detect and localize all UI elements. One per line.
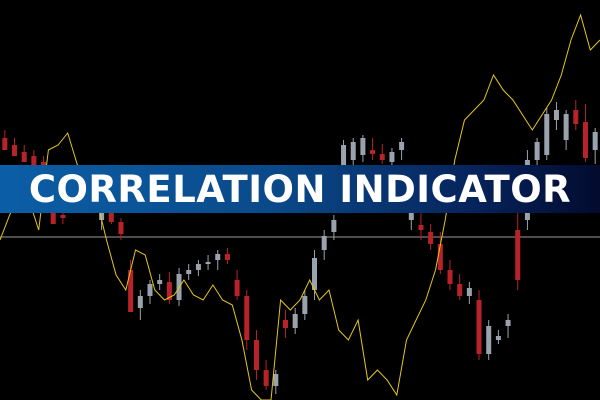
candle-body (379, 154, 385, 160)
candle-body (282, 320, 288, 328)
candle-body (234, 280, 240, 296)
candle-body (157, 280, 163, 284)
candle-body (186, 270, 192, 274)
correlation-line (0, 13, 600, 400)
candle-body (592, 132, 598, 150)
candle-body (147, 284, 153, 296)
candle-body (137, 296, 143, 308)
candle-body (428, 232, 434, 244)
candle-body (273, 374, 279, 386)
candle-body (215, 254, 221, 260)
candle-body (515, 230, 521, 280)
candle-body (573, 110, 579, 124)
candle-body (253, 340, 259, 370)
candle-body (553, 110, 559, 120)
candle-body (534, 142, 540, 160)
candle-body (108, 212, 114, 222)
candle-body (331, 220, 337, 232)
candle-body (195, 264, 201, 270)
candle-body (505, 320, 511, 326)
candle-body (205, 262, 211, 264)
candle-body (437, 244, 443, 270)
candles (2, 100, 598, 394)
candle-body (244, 296, 250, 340)
candle-body (399, 142, 405, 150)
candle-body (263, 370, 269, 386)
candle-body (350, 142, 356, 160)
candle-body (370, 150, 376, 154)
candle-body (31, 156, 37, 168)
candle-body (447, 270, 453, 284)
candle-body (224, 254, 230, 260)
candle-body (60, 215, 66, 218)
candle-body (321, 236, 327, 250)
candle-body (544, 114, 550, 155)
page-title: CORRELATION INDICATOR (28, 167, 572, 211)
candle-body (118, 222, 124, 234)
candle-body (2, 138, 8, 150)
candle-body (99, 212, 105, 220)
candle-body (12, 145, 18, 156)
candle-body (166, 282, 172, 300)
candle-body (128, 270, 134, 312)
candle-body (292, 314, 298, 328)
candle-body (389, 152, 395, 162)
candle-body (495, 336, 501, 340)
candle-body (563, 114, 569, 140)
candle-body (466, 288, 472, 296)
candle-body (582, 122, 588, 158)
candle-body (360, 138, 366, 155)
candle-body (476, 300, 482, 354)
candle-body (302, 296, 308, 314)
candle-body (457, 284, 463, 296)
candle-body (21, 152, 27, 162)
title-banner: CORRELATION INDICATOR (0, 165, 600, 213)
candle-body (312, 258, 318, 290)
candle-body (486, 326, 492, 354)
candle-body (418, 225, 424, 230)
candle-body (341, 145, 347, 170)
